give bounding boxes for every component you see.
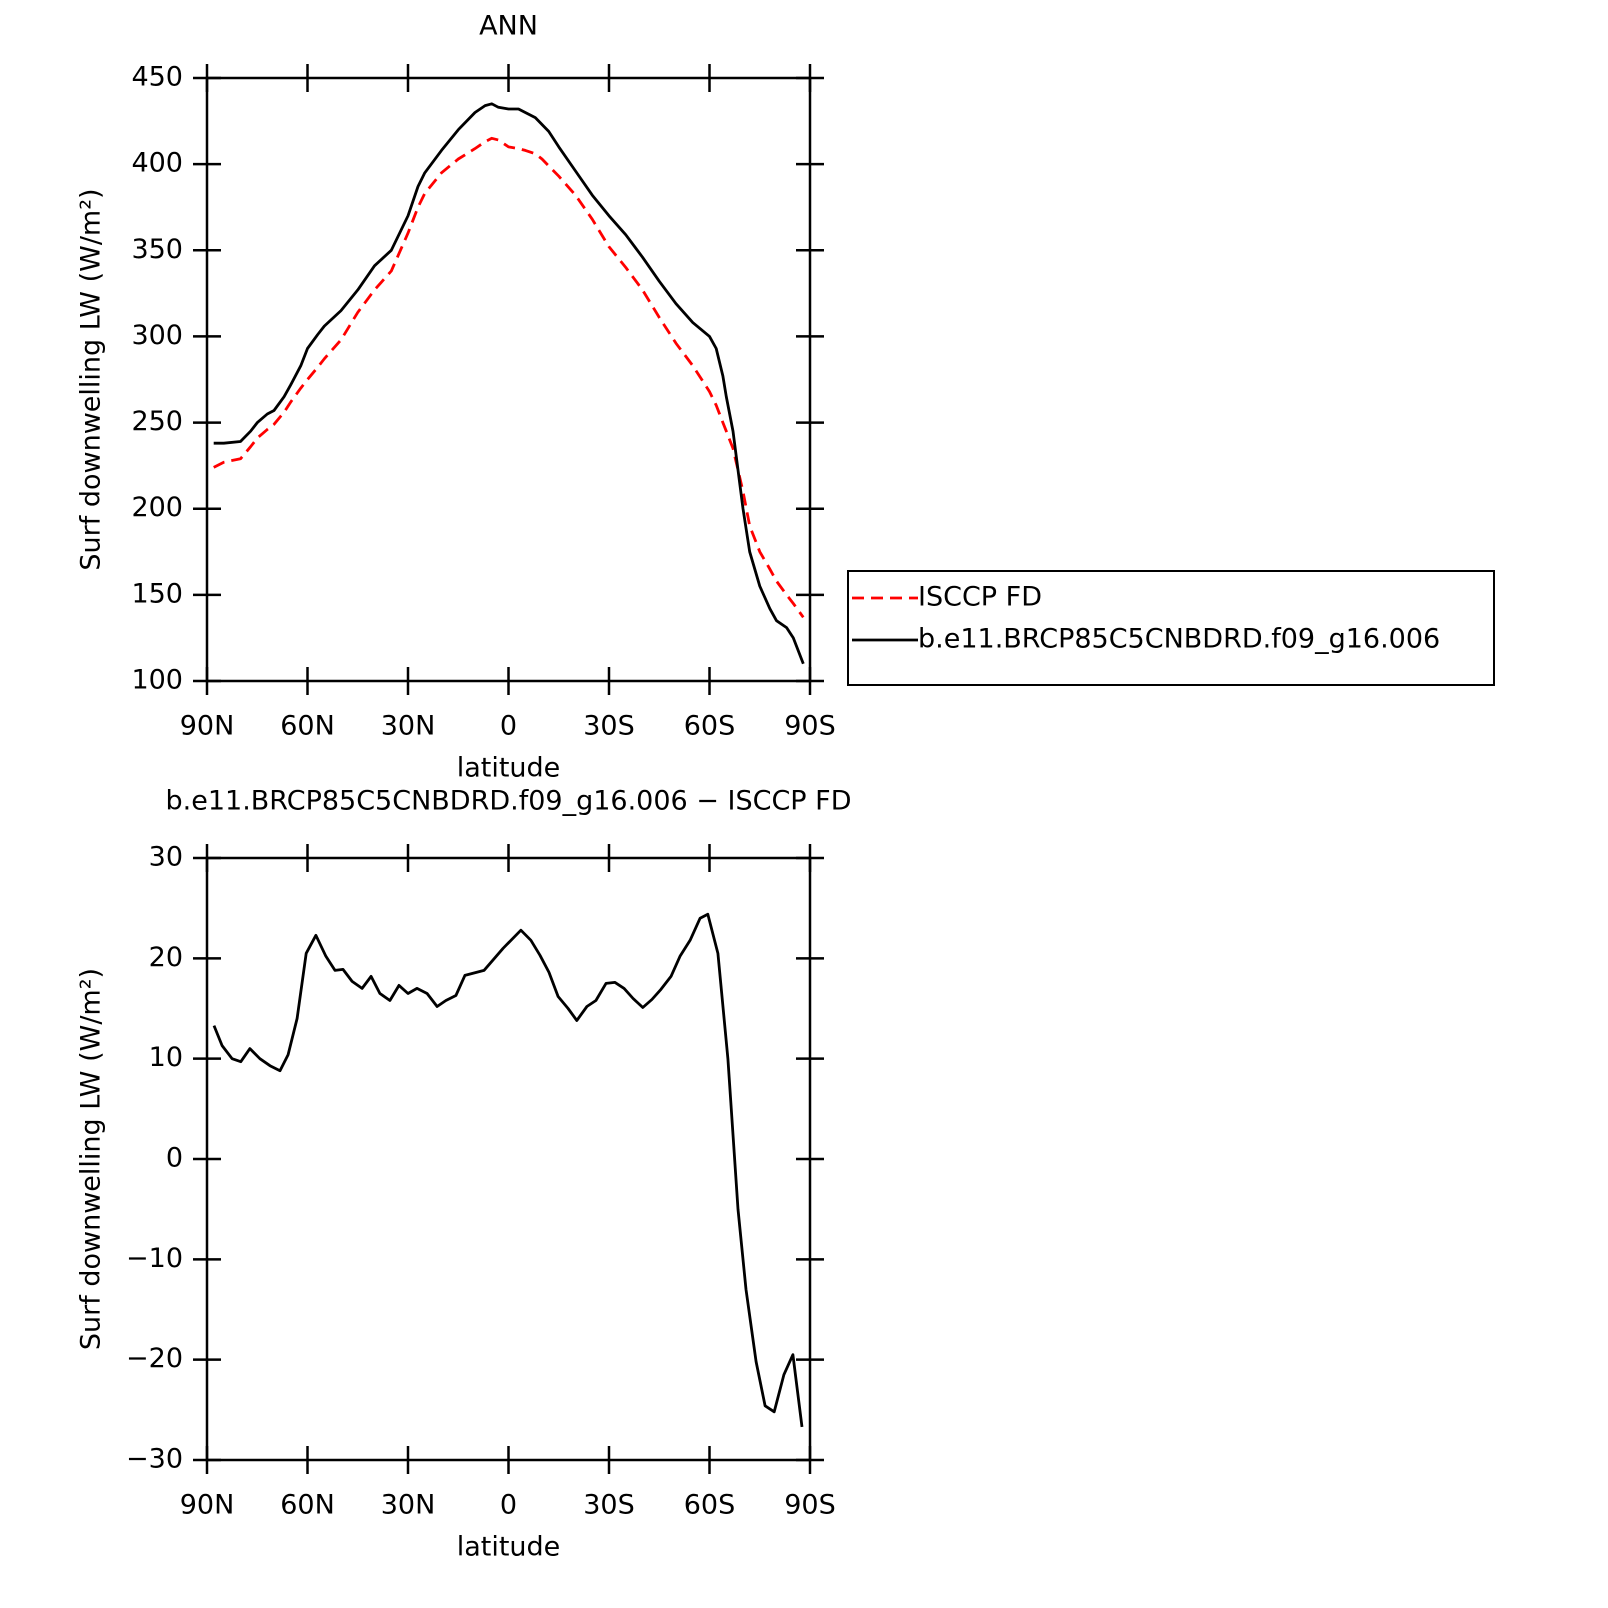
y-tick-label: −20 (126, 1343, 183, 1374)
legend-label: ISCCP FD (918, 582, 1042, 613)
x-tick-label: 0 (500, 711, 517, 742)
x-tick-label: 30S (583, 711, 635, 742)
x-tick-label: 30S (583, 1490, 635, 1521)
x-tick-label: 30N (381, 711, 436, 742)
y-tick-label: 10 (149, 1042, 183, 1073)
x-tick-label: 0 (500, 1490, 517, 1521)
plot-frame (205, 76, 812, 683)
x-tick-label: 60N (280, 1490, 335, 1521)
legend-box (847, 570, 1495, 686)
y-tick-label: −10 (126, 1243, 183, 1274)
chart-title: b.e11.BRCP85C5CNBDRD.f09_g16.006 − ISCCP… (166, 786, 852, 817)
legend-label: b.e11.BRCP85C5CNBDRD.f09_g16.006 (918, 624, 1440, 655)
y-tick-label: 300 (131, 320, 183, 351)
data-line (212, 912, 804, 1428)
y-tick-label: 150 (131, 578, 183, 609)
x-tick-label: 90S (784, 711, 836, 742)
y-tick-label: 200 (131, 492, 183, 523)
y-tick-label: −30 (126, 1444, 183, 1475)
chart-title: ANN (479, 11, 538, 42)
plot-frame (205, 856, 812, 1462)
x-tick-label: 90N (180, 1490, 235, 1521)
x-tick-label: 60S (684, 1490, 736, 1521)
data-line (213, 136, 805, 619)
y-tick-label: 250 (131, 406, 183, 437)
y-tick-label: 350 (131, 234, 183, 265)
y-tick-label: 100 (131, 665, 183, 696)
x-tick-label: 90S (784, 1490, 836, 1521)
y-tick-label: 30 (149, 842, 183, 873)
x-tick-label: 60S (684, 711, 736, 742)
x-tick-label: 30N (381, 1490, 436, 1521)
y-tick-label: 400 (131, 148, 183, 179)
y-axis-label: Surf downwelling LW (W/m²) (76, 188, 107, 570)
x-tick-label: 60N (280, 711, 335, 742)
y-tick-label: 450 (131, 62, 183, 93)
x-axis-label: latitude (457, 1532, 561, 1563)
x-tick-label: 90N (180, 711, 235, 742)
y-tick-label: 0 (166, 1143, 183, 1174)
y-tick-label: 20 (149, 942, 183, 973)
y-axis-label: Surf downwelling LW (W/m²) (76, 968, 107, 1350)
data-line (213, 102, 805, 665)
x-axis-label: latitude (457, 753, 561, 784)
